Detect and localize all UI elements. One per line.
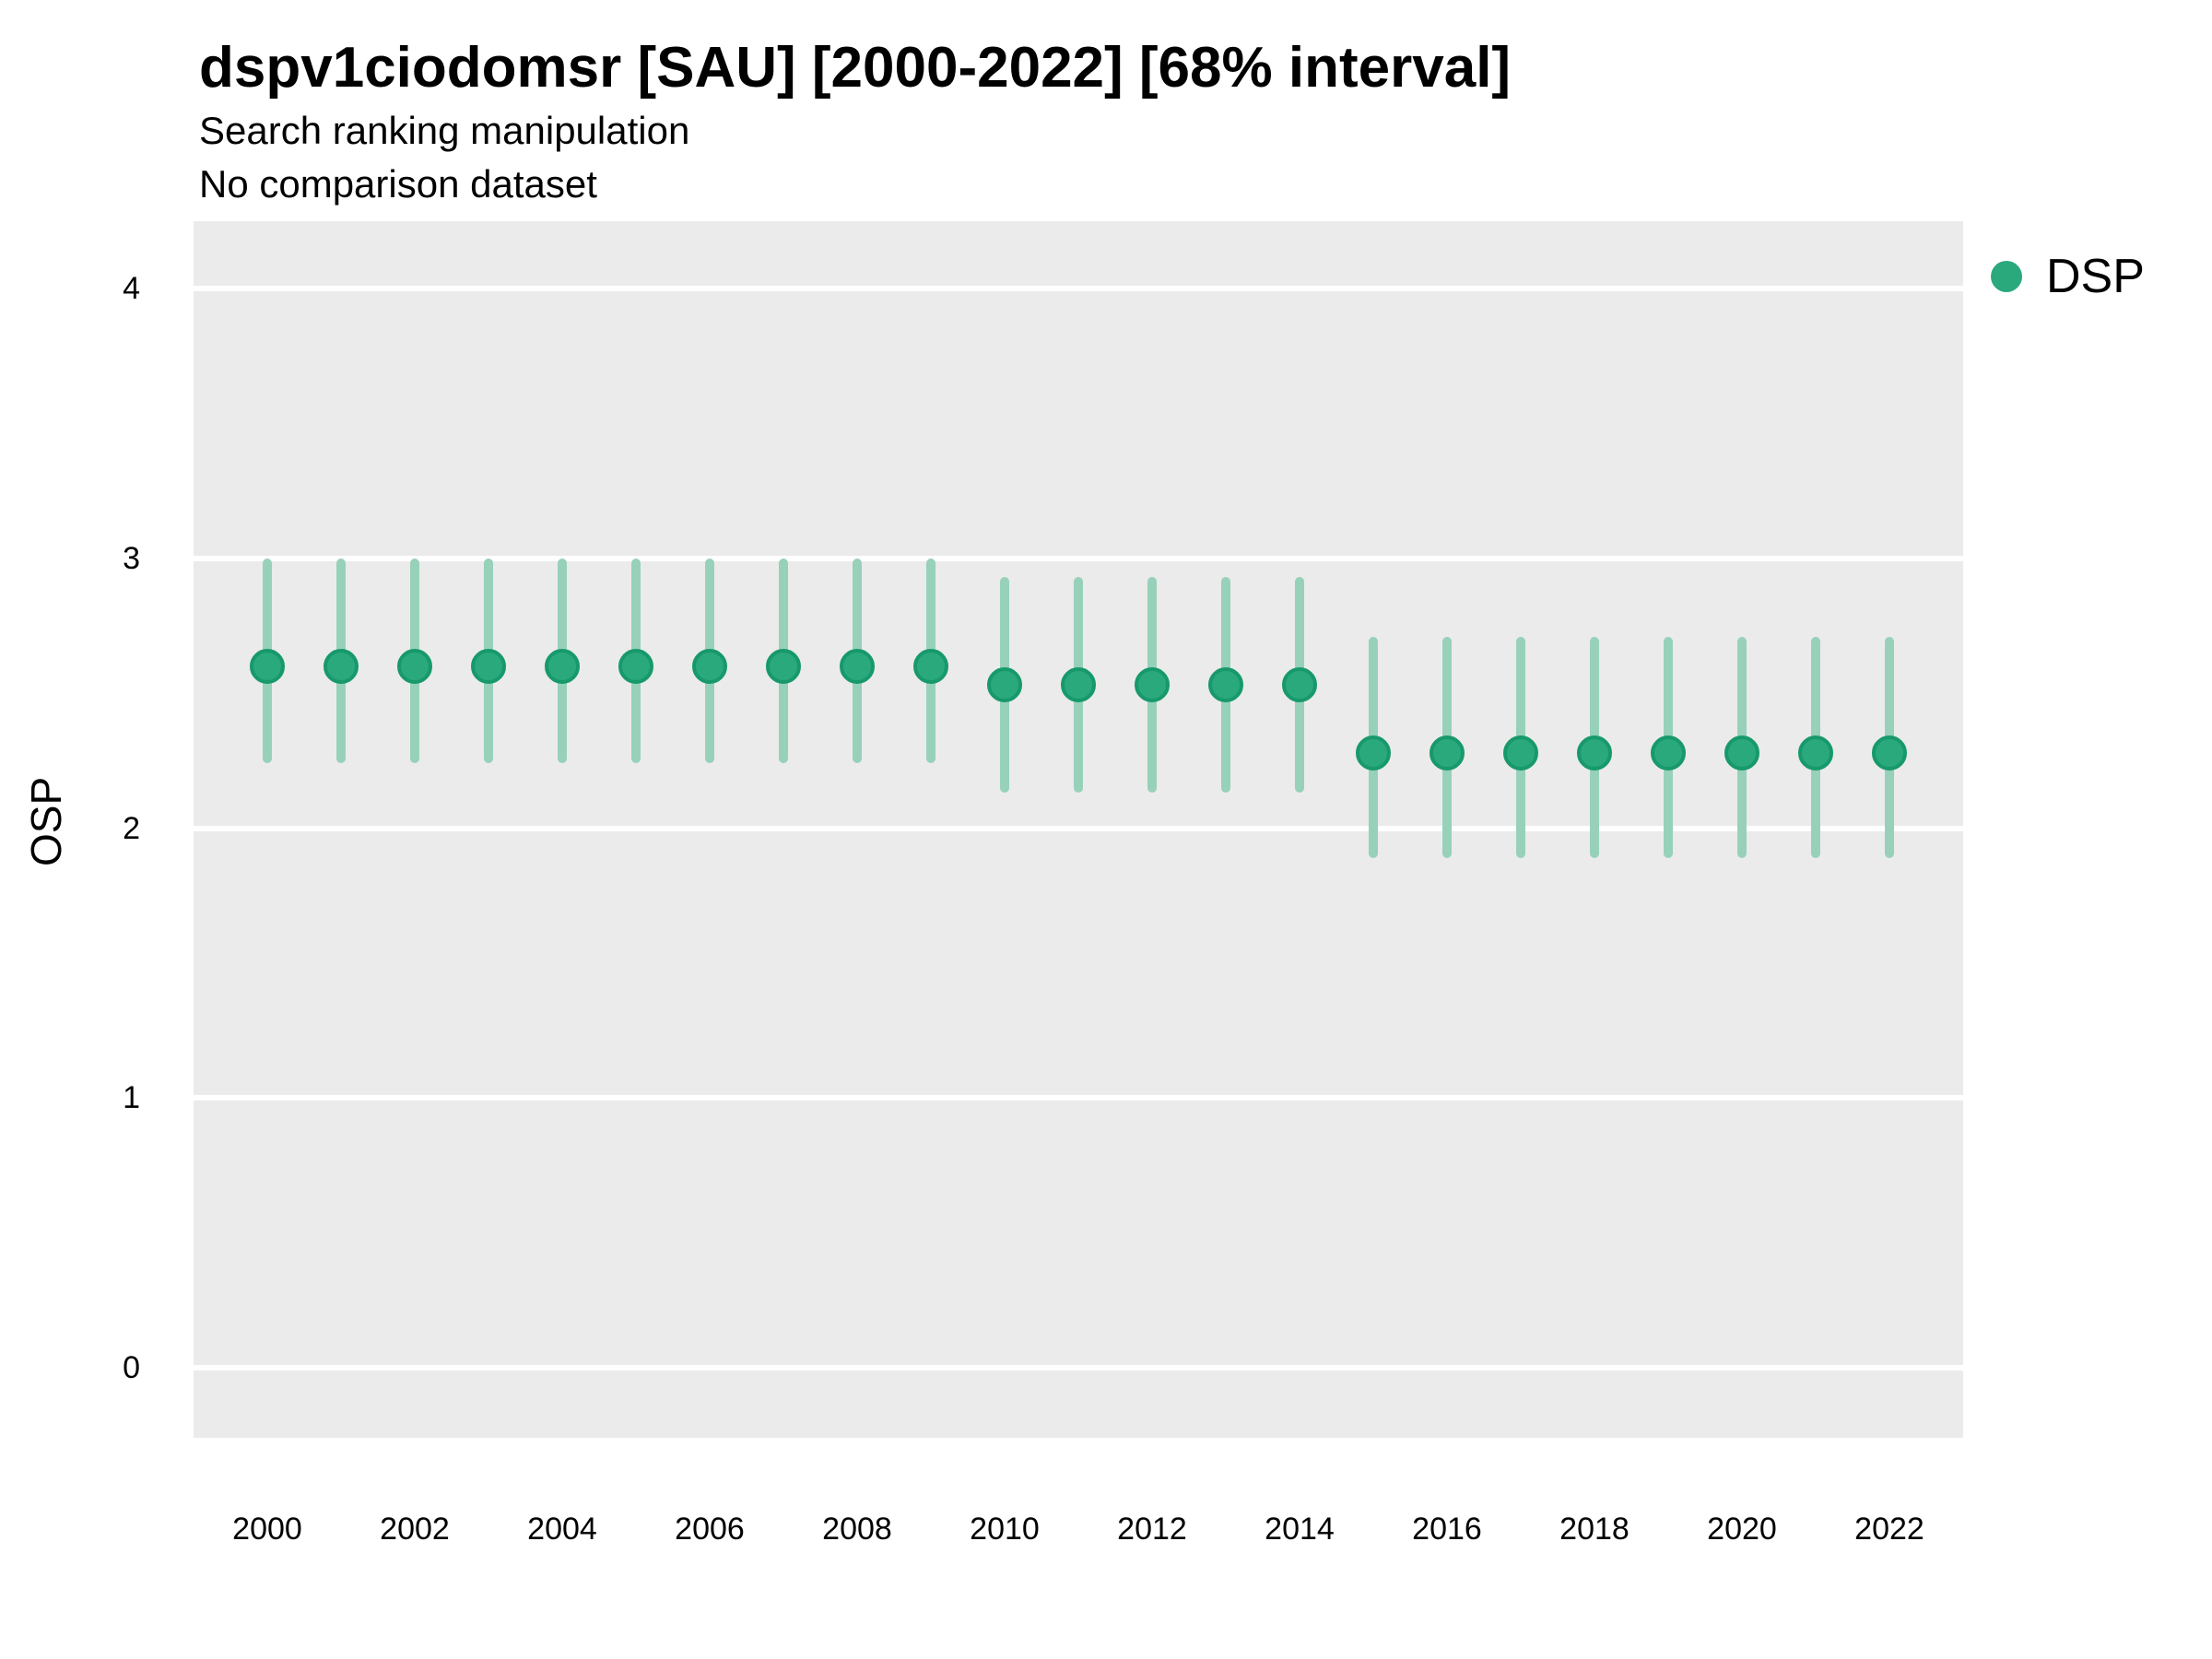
data-point-2021 — [1798, 735, 1833, 771]
data-point-2020 — [1724, 735, 1759, 771]
x-tick-label: 2020 — [1707, 1512, 1777, 1547]
plot-panel — [194, 221, 1963, 1438]
x-tick-label: 2010 — [970, 1512, 1040, 1547]
legend-dot-icon — [1991, 261, 2022, 292]
gridline-y-3 — [194, 555, 1963, 561]
x-tick-label: 2014 — [1265, 1512, 1335, 1547]
data-point-2005 — [618, 648, 653, 684]
data-point-2002 — [397, 648, 432, 684]
x-tick-label: 2008 — [822, 1512, 892, 1547]
legend-label: DSP — [2046, 250, 2145, 303]
data-point-2000 — [250, 648, 285, 684]
chart-note: No comparison dataset — [199, 162, 597, 206]
x-tick-label: 2002 — [380, 1512, 450, 1547]
data-point-2011 — [1061, 667, 1096, 703]
x-tick-label: 2022 — [1854, 1512, 1924, 1547]
chart-title: dspv1ciodomsr [SAU] [2000-2022] [68% int… — [199, 36, 1512, 100]
data-point-2009 — [913, 648, 948, 684]
chart-subtitle: Search ranking manipulation — [199, 109, 690, 152]
x-tick-label: 2004 — [527, 1512, 597, 1547]
x-tick-label: 2000 — [232, 1512, 302, 1547]
y-tick-label: 0 — [123, 1349, 140, 1385]
y-tick-label: 3 — [123, 540, 140, 576]
data-point-2012 — [1135, 667, 1170, 703]
data-point-2006 — [692, 648, 727, 684]
x-tick-label: 2016 — [1412, 1512, 1482, 1547]
data-point-2018 — [1577, 735, 1612, 771]
data-point-2017 — [1503, 735, 1538, 771]
data-point-2016 — [1430, 735, 1465, 771]
data-point-2010 — [987, 667, 1022, 703]
gridline-y-0 — [194, 1364, 1963, 1371]
y-tick-label: 4 — [123, 271, 140, 307]
data-point-2022 — [1872, 735, 1907, 771]
legend: DSP — [1991, 250, 2145, 303]
data-point-2015 — [1356, 735, 1391, 771]
gridline-y-1 — [194, 1095, 1963, 1101]
data-point-2001 — [324, 648, 359, 684]
x-tick-label: 2018 — [1559, 1512, 1630, 1547]
y-tick-label: 2 — [123, 810, 140, 846]
data-point-2013 — [1208, 667, 1243, 703]
data-point-2019 — [1651, 735, 1686, 771]
gridline-y-4 — [194, 286, 1963, 292]
data-point-2004 — [545, 648, 580, 684]
x-tick-label: 2006 — [675, 1512, 745, 1547]
x-tick-label: 2012 — [1117, 1512, 1187, 1547]
data-point-2014 — [1282, 667, 1317, 703]
data-point-2008 — [840, 648, 875, 684]
y-tick-label: 1 — [123, 1080, 140, 1116]
data-point-2003 — [471, 648, 506, 684]
gridline-y-2 — [194, 825, 1963, 831]
data-point-2007 — [766, 648, 801, 684]
